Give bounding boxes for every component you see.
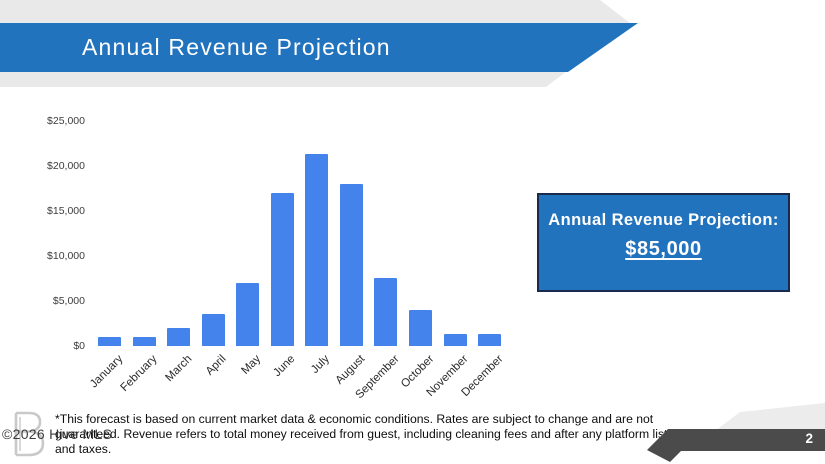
y-axis-label-25000: $25,000 <box>47 115 85 127</box>
x-label-may: May <box>239 353 264 377</box>
bar-march <box>167 328 190 346</box>
y-axis-label-20000: $20,000 <box>47 160 85 172</box>
x-label-april: April <box>203 353 229 378</box>
bar-october <box>409 310 432 346</box>
bar-december <box>478 334 501 346</box>
bar-may <box>236 283 259 346</box>
bar-april <box>202 314 225 346</box>
x-label-july: July <box>309 353 333 376</box>
disclaimer-line-1: *This forecast is based on current marke… <box>55 412 654 426</box>
y-axis-label-10000: $10,000 <box>47 250 85 262</box>
y-axis-label-15000: $15,000 <box>47 205 85 217</box>
callout-heading: Annual Revenue Projection: <box>548 211 779 229</box>
callout-amount: $85,000 <box>625 238 702 260</box>
disclaimer-line-3: and taxes. <box>55 442 112 456</box>
disclaimer-text: *This forecast is based on current marke… <box>55 412 710 457</box>
x-label-february: February <box>118 353 160 395</box>
bar-september <box>374 278 397 346</box>
page-title: Annual Revenue Projection <box>82 34 391 60</box>
page-number: 2 <box>805 431 813 446</box>
bar-july <box>305 154 328 346</box>
y-axis-label-5000: $5,000 <box>52 295 85 307</box>
y-axis-label-0: $0 <box>73 340 85 352</box>
bar-june <box>271 193 294 346</box>
x-label-august: August <box>333 353 367 387</box>
bar-february <box>133 337 156 346</box>
bar-november <box>444 334 467 346</box>
title-ribbon: Annual Revenue Projection <box>0 23 638 72</box>
bar-january <box>98 337 121 346</box>
annual-revenue-callout: Annual Revenue Projection: $85,000 <box>537 193 790 292</box>
bar-august <box>340 184 363 346</box>
x-label-march: March <box>163 353 195 385</box>
x-label-june: June <box>271 353 298 380</box>
disclaimer-line-2: guaranteed. Revenue refers to total mone… <box>55 427 711 441</box>
